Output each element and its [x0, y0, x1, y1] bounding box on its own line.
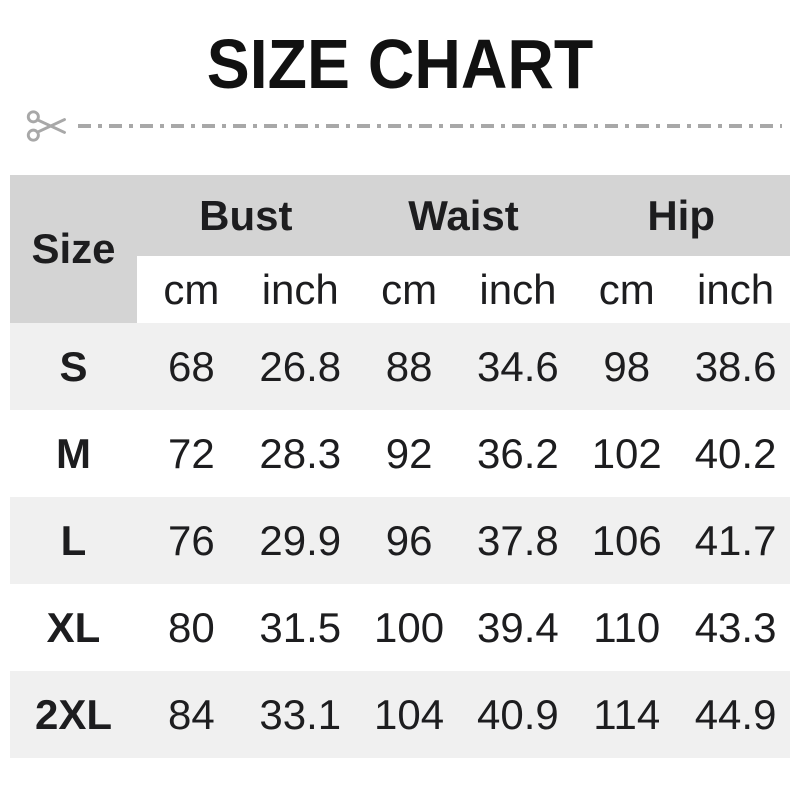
unit-hip-inch: inch	[681, 256, 790, 323]
value-cell: 102	[591, 429, 662, 477]
unit-waist-inch: inch	[463, 256, 573, 323]
value-cell: 26.8	[245, 323, 355, 410]
unit-waist-cm: cm	[354, 256, 464, 323]
value-cell: 100	[374, 603, 445, 651]
value-cell: 72	[168, 429, 215, 477]
unit-bust-cm: cm	[137, 256, 246, 323]
header-hip: Hip	[572, 175, 790, 256]
header-bust: Bust	[137, 175, 355, 256]
value-cell: 40.9	[463, 671, 573, 758]
value-cell: 37.8	[463, 497, 573, 584]
size-chart-table: Size Bust Waist Hip cm inch cm inch cm i…	[10, 175, 790, 758]
value-cell: 38.6	[681, 323, 790, 410]
value-cell: 40.2	[694, 429, 777, 477]
page-title: SIZE CHART	[206, 25, 594, 103]
value-cell: 106	[572, 497, 682, 584]
scissors-icon	[26, 110, 66, 142]
value-cell: 96	[354, 497, 464, 584]
value-cell: 84	[137, 671, 246, 758]
dashed-cut-line	[78, 124, 782, 128]
value-cell: 104	[354, 671, 464, 758]
value-cell: 110	[593, 603, 661, 651]
cut-line	[26, 106, 782, 146]
value-cell: 114	[572, 671, 682, 758]
value-cell: 88	[354, 323, 464, 410]
value-cell: 68	[137, 323, 246, 410]
value-cell: 44.9	[681, 671, 790, 758]
value-cell: 29.9	[245, 497, 355, 584]
unit-bust-inch: inch	[245, 256, 355, 323]
value-cell: 41.7	[681, 497, 790, 584]
value-cell: 80	[168, 603, 215, 651]
value-cell: 92	[385, 429, 433, 477]
value-cell: 28.3	[259, 429, 342, 477]
value-cell: 36.2	[477, 429, 559, 477]
value-cell: 33.1	[245, 671, 355, 758]
unit-hip-cm: cm	[572, 256, 682, 323]
header-size: Size	[10, 175, 137, 323]
size-cell-l: L	[10, 497, 137, 584]
value-cell: 34.6	[463, 323, 573, 410]
size-cell-m: M	[56, 429, 91, 477]
size-cell-2xl: 2XL	[10, 671, 137, 758]
value-cell: 98	[572, 323, 682, 410]
value-cell: 31.5	[259, 603, 342, 651]
size-cell-s: S	[10, 323, 137, 410]
value-cell: 39.4	[477, 603, 559, 651]
header-waist: Waist	[354, 175, 573, 256]
value-cell: 43.3	[694, 603, 777, 651]
size-cell-xl: XL	[46, 603, 101, 651]
value-cell: 76	[137, 497, 246, 584]
